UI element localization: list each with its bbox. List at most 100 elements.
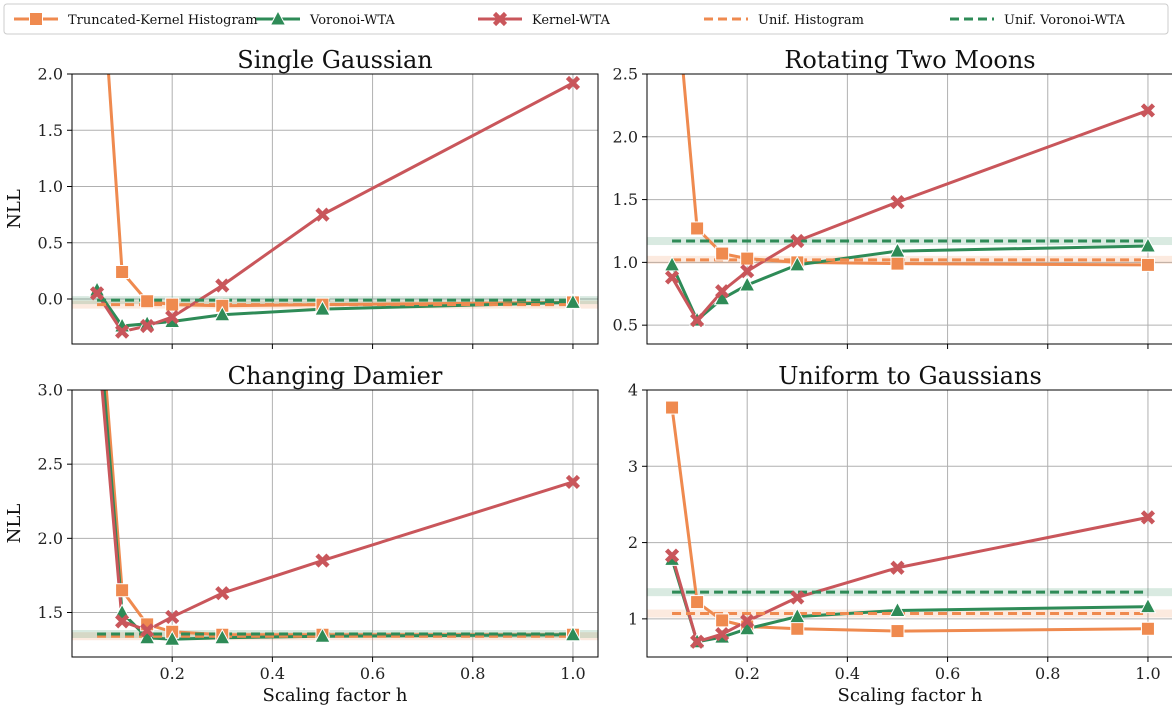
- data-point: [663, 255, 681, 272]
- x-tick-label: 0.2: [734, 664, 759, 683]
- series-line: [670, 407, 1148, 633]
- legend: Truncated-Kernel Histogram Voronoi-WTA Ker…: [3, 3, 1169, 35]
- baseline-band: [647, 237, 1172, 246]
- series-line: [95, 81, 574, 334]
- y-tick-label: 2.0: [613, 127, 638, 146]
- data-point: [314, 627, 331, 643]
- data-point: [889, 601, 906, 617]
- data-point: [788, 255, 806, 272]
- data-point: [690, 595, 705, 610]
- x-axis-label: Scaling factor h: [263, 685, 408, 706]
- chart-panel: 0.0 0.5 1.0 1.5 2.0 Single Gaussian NLL: [4, 46, 599, 349]
- legend-frame: [3, 3, 1169, 35]
- legend-entry: Voronoi-WTA: [256, 9, 395, 28]
- y-tick-label: 2: [628, 533, 638, 552]
- data-point: [564, 293, 582, 309]
- y-tick-label: 1.5: [38, 603, 63, 622]
- x-tick-label: 0.4: [260, 664, 285, 683]
- chart-panel: 0.2 0.4 0.6 0.8 1.0 1 2 3 4 Uniform to Gaussians S…: [628, 362, 1172, 706]
- legend-marker: [269, 9, 287, 26]
- y-tick-label: 0.5: [613, 316, 638, 335]
- chart-panels: 0.0 0.5 1.0 1.5 2.0 Single Gaussian NLL 0.5 1.0 1…: [4, 46, 1172, 706]
- series-line: [102, 390, 573, 641]
- legend-label: Unif. Histogram: [758, 13, 864, 28]
- data-point: [115, 324, 130, 339]
- data-point: [1139, 236, 1157, 253]
- data-point: [1140, 257, 1155, 272]
- data-point: [315, 207, 330, 222]
- data-point: [163, 630, 181, 646]
- chart-panel: 0.5 1.0 1.5 2.0 2.5 Rotating Two Moons: [613, 46, 1172, 349]
- plot-area: [647, 74, 1172, 328]
- data-point: [690, 313, 705, 328]
- panel-title: Rotating Two Moons: [784, 46, 1035, 74]
- y-tick-label: 1: [628, 609, 638, 628]
- data-point: [665, 400, 680, 415]
- plot-area: [647, 400, 1172, 649]
- data-point: [315, 553, 330, 568]
- data-point: [738, 275, 756, 292]
- y-tick-label: 1.5: [613, 190, 638, 209]
- legend-entry: Unif. Histogram: [704, 13, 864, 28]
- data-point: [715, 613, 730, 628]
- data-point: [890, 256, 905, 271]
- legend-label: Unif. Voronoi-WTA: [1004, 13, 1126, 28]
- y-tick-label: 2.0: [38, 65, 63, 84]
- panel-title: Uniform to Gaussians: [778, 362, 1042, 390]
- data-point: [314, 300, 331, 316]
- x-tick-label: 1.0: [560, 664, 585, 683]
- chart-panel: 0.2 0.4 0.6 0.8 1.0 1.5 2.0 2.5 3.0 Changing Dami…: [4, 325, 599, 706]
- data-point: [690, 221, 705, 236]
- data-point: [664, 270, 680, 285]
- data-point: [140, 623, 155, 638]
- legend-entry: Kernel-WTA: [478, 11, 610, 28]
- y-tick-label: 0.5: [38, 233, 63, 252]
- data-point: [140, 294, 155, 309]
- axes-frame: [71, 389, 599, 658]
- data-point: [664, 548, 680, 563]
- legend-label: Truncated-Kernel Histogram: [68, 13, 258, 28]
- data-point: [715, 627, 730, 642]
- data-point: [140, 318, 155, 334]
- x-tick-label: 1.0: [1135, 664, 1160, 683]
- y-tick-label: 1.0: [38, 177, 63, 196]
- data-point: [165, 609, 180, 625]
- axes-frame: [646, 389, 1172, 658]
- plot-area: [72, 74, 598, 339]
- data-point: [213, 305, 231, 322]
- plot-area: [72, 325, 598, 646]
- legend-label: Kernel-WTA: [532, 13, 610, 28]
- x-tick-label: 0.8: [1035, 664, 1060, 683]
- data-point: [890, 560, 905, 575]
- y-axis-label: NLL: [4, 189, 25, 229]
- data-point: [790, 621, 805, 636]
- x-axis-label: Scaling factor h: [838, 685, 983, 706]
- data-point: [89, 286, 105, 301]
- x-tick-label: 0.8: [460, 664, 485, 683]
- y-tick-label: 2.0: [38, 529, 63, 548]
- data-point: [1140, 510, 1156, 525]
- baseline-band: [647, 588, 1172, 597]
- data-point: [115, 583, 130, 598]
- y-tick-label: 2.5: [613, 65, 638, 84]
- panel-title: Changing Damier: [228, 362, 443, 390]
- data-point: [165, 297, 180, 312]
- data-point: [92, 325, 103, 336]
- y-tick-label: 3.0: [38, 381, 63, 400]
- data-point: [215, 278, 230, 293]
- series-line: [681, 74, 1148, 267]
- axes-frame: [71, 73, 599, 345]
- data-point: [715, 284, 730, 299]
- data-point: [565, 474, 581, 490]
- data-point: [740, 264, 755, 279]
- legend-marker: [492, 11, 508, 27]
- data-point: [715, 246, 730, 261]
- data-point: [890, 195, 905, 210]
- data-point: [215, 586, 230, 601]
- baseline-band: [72, 296, 598, 305]
- data-point: [890, 624, 905, 639]
- axes-frame: [646, 73, 1172, 345]
- data-point: [115, 614, 130, 629]
- data-point: [889, 242, 906, 258]
